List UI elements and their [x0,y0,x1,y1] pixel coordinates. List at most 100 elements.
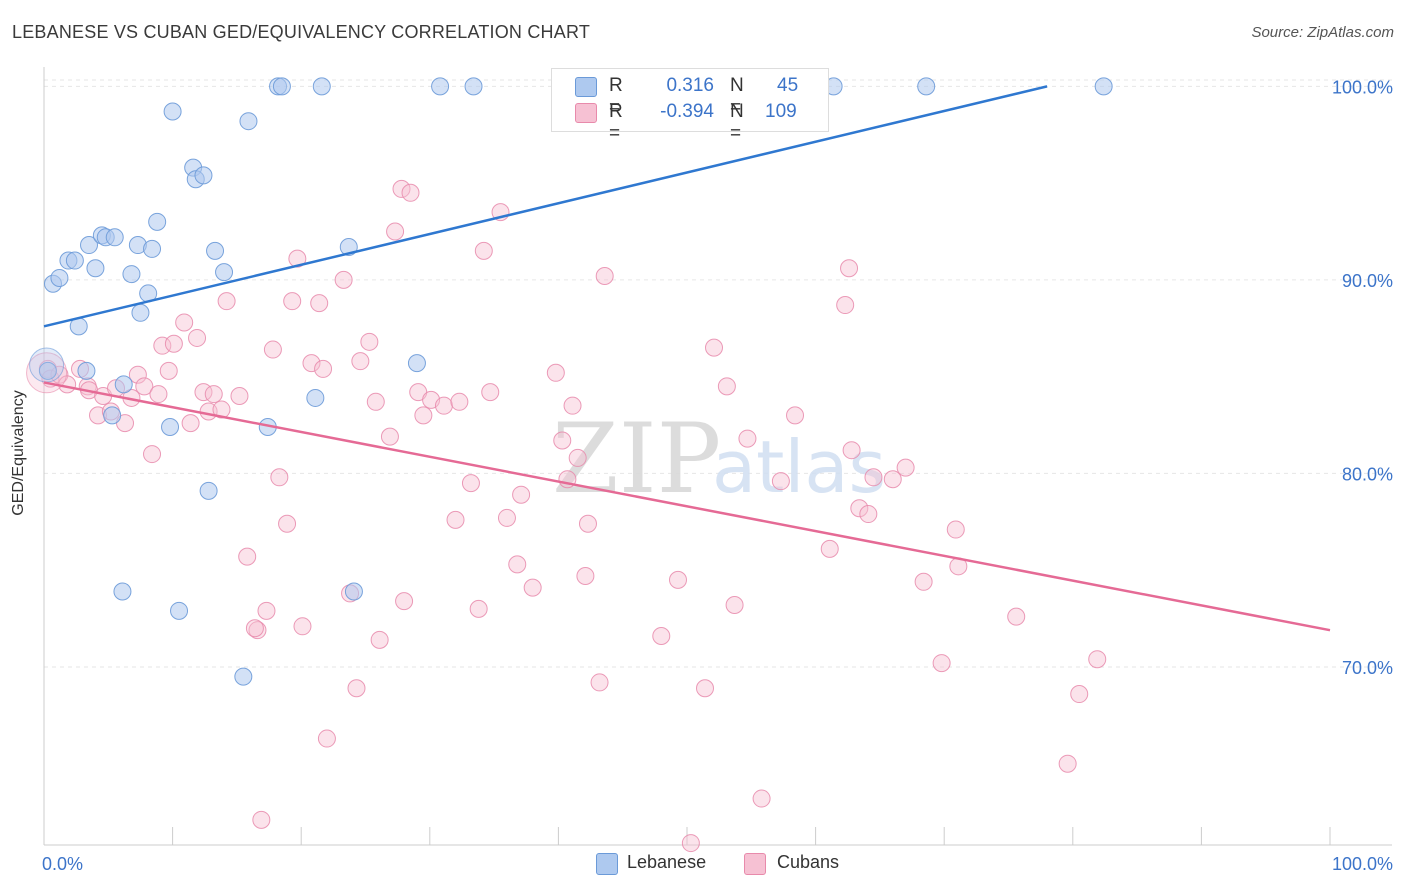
cubans-point [248,621,267,640]
cubans-trend-line [43,381,1331,632]
trend-lines [43,85,1331,632]
cubans-point [128,365,147,384]
lebanese-point [407,354,426,373]
cubans-point [474,241,493,260]
lebanese-legend-swatch [596,853,618,875]
cubans-point [752,789,771,808]
legend-n-value: 45 [777,75,799,96]
axes [43,67,1392,846]
cubans-point [392,179,411,198]
cubans-point [164,334,183,353]
cubans-point [204,385,223,404]
lebanese-point [464,77,483,96]
cubans-point [668,570,687,589]
cubans-point [446,510,465,529]
cubans-point [469,599,488,618]
cubans-point [652,626,671,645]
lebanese-point [312,77,331,96]
lebanese-point [206,241,225,260]
cubans-points [26,179,1107,853]
grid-lines [44,79,1392,668]
lebanese-point [148,212,167,231]
cubans-point [896,458,915,477]
cubans-point [175,313,194,332]
cubans-point [512,485,531,504]
cubans-point [497,508,516,527]
cubans-point [395,592,414,611]
cubans-point [1070,685,1089,704]
cubans-point [317,729,336,748]
cubans-point [481,383,500,402]
lebanese-point [306,388,325,407]
cubans-point [252,810,271,829]
cubans-point [859,505,878,524]
y-tick-label: 90.0% [1342,271,1393,291]
cubans-point [257,601,276,620]
cubans-point [705,338,724,357]
cubans-point [283,292,302,311]
cubans-legend-swatch [744,853,766,875]
legend-r-value: 0.316 [666,75,714,96]
lebanese-legend-label: Lebanese [627,852,707,872]
lebanese-point [80,236,99,255]
cubans-point [188,328,207,347]
lebanese-point [239,112,258,131]
cubans-point [786,406,805,425]
lebanese-point [114,375,133,394]
cubans-point [450,392,469,411]
lebanese-point [113,582,132,601]
cubans-point [334,270,353,289]
watermark: ZIP atlas [552,403,886,515]
stats-legend: R = 0.316 N = 45 R = -0.394 N = 109 [551,68,829,144]
cubans-point [153,336,172,355]
lebanese-point [65,251,84,270]
cubans-point [553,431,572,450]
cubans-point [1088,650,1107,669]
lebanese-point [163,102,182,121]
cubans-point [523,578,542,597]
cubans-point [883,470,902,489]
lebanese-point [234,667,253,686]
cubans-point [380,427,399,446]
cubans-point [278,514,297,533]
cubans-point [414,406,433,425]
cubans-point [563,396,582,415]
legend-n-value: 109 [765,101,797,122]
cubans-point [270,468,289,487]
cubans-point [263,340,282,359]
cubans-point [181,414,200,433]
x-tick-label: 100.0% [1332,854,1393,874]
lebanese-point [50,268,69,287]
lebanese-point [194,166,213,185]
cubans-point [360,332,379,351]
cubans-legend-label: Cubans [777,852,840,872]
chart-title: LEBANESE VS CUBAN GED/EQUIVALENCY CORREL… [12,22,591,42]
lebanese-point [122,265,141,284]
cubans-point [840,259,859,278]
watermark-atlas: atlas [712,425,886,509]
y-tick-label: 70.0% [1342,658,1393,678]
lebanese-point [1094,77,1113,96]
lebanese-point [272,77,291,96]
cubans-point [143,445,162,464]
cubans-point [595,267,614,286]
cubans-point [590,673,609,692]
cubans-point [696,679,715,698]
cubans-point [725,596,744,615]
cubans-point [914,572,933,591]
cubans-point [293,617,312,636]
lebanese-swatch [575,77,597,97]
cubans-point [238,547,257,566]
legend-n-label: N = [730,101,744,144]
cubans-point [370,630,389,649]
cubans-point [946,520,965,539]
cubans-point [932,654,951,673]
lebanese-point [199,481,218,500]
cubans-point [576,566,595,585]
lebanese-point [431,77,450,96]
series-legend: Lebanese Cubans [0,852,1406,878]
lebanese-cluster-point [29,347,65,383]
legend-n-label: N = [730,75,744,118]
cubans-point [820,539,839,558]
